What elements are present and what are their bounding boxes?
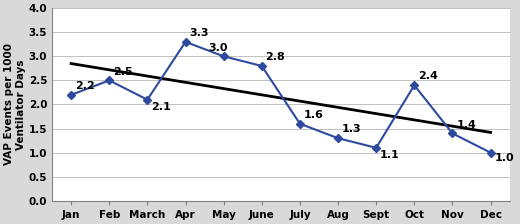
Text: 3.3: 3.3 [189,28,209,38]
Text: 3.0: 3.0 [209,43,228,53]
Text: 1.0: 1.0 [495,153,514,163]
Text: 1.4: 1.4 [456,120,476,130]
Y-axis label: VAP Events per 1000
Ventilator Days: VAP Events per 1000 Ventilator Days [4,43,26,166]
Text: 1.3: 1.3 [342,124,361,134]
Text: 2.5: 2.5 [113,67,133,77]
Text: 2.1: 2.1 [151,102,171,112]
Text: 1.6: 1.6 [304,110,323,120]
Text: 2.2: 2.2 [75,81,95,91]
Text: 1.1: 1.1 [380,151,400,160]
Text: 2.8: 2.8 [266,52,285,62]
Text: 2.4: 2.4 [418,71,438,82]
